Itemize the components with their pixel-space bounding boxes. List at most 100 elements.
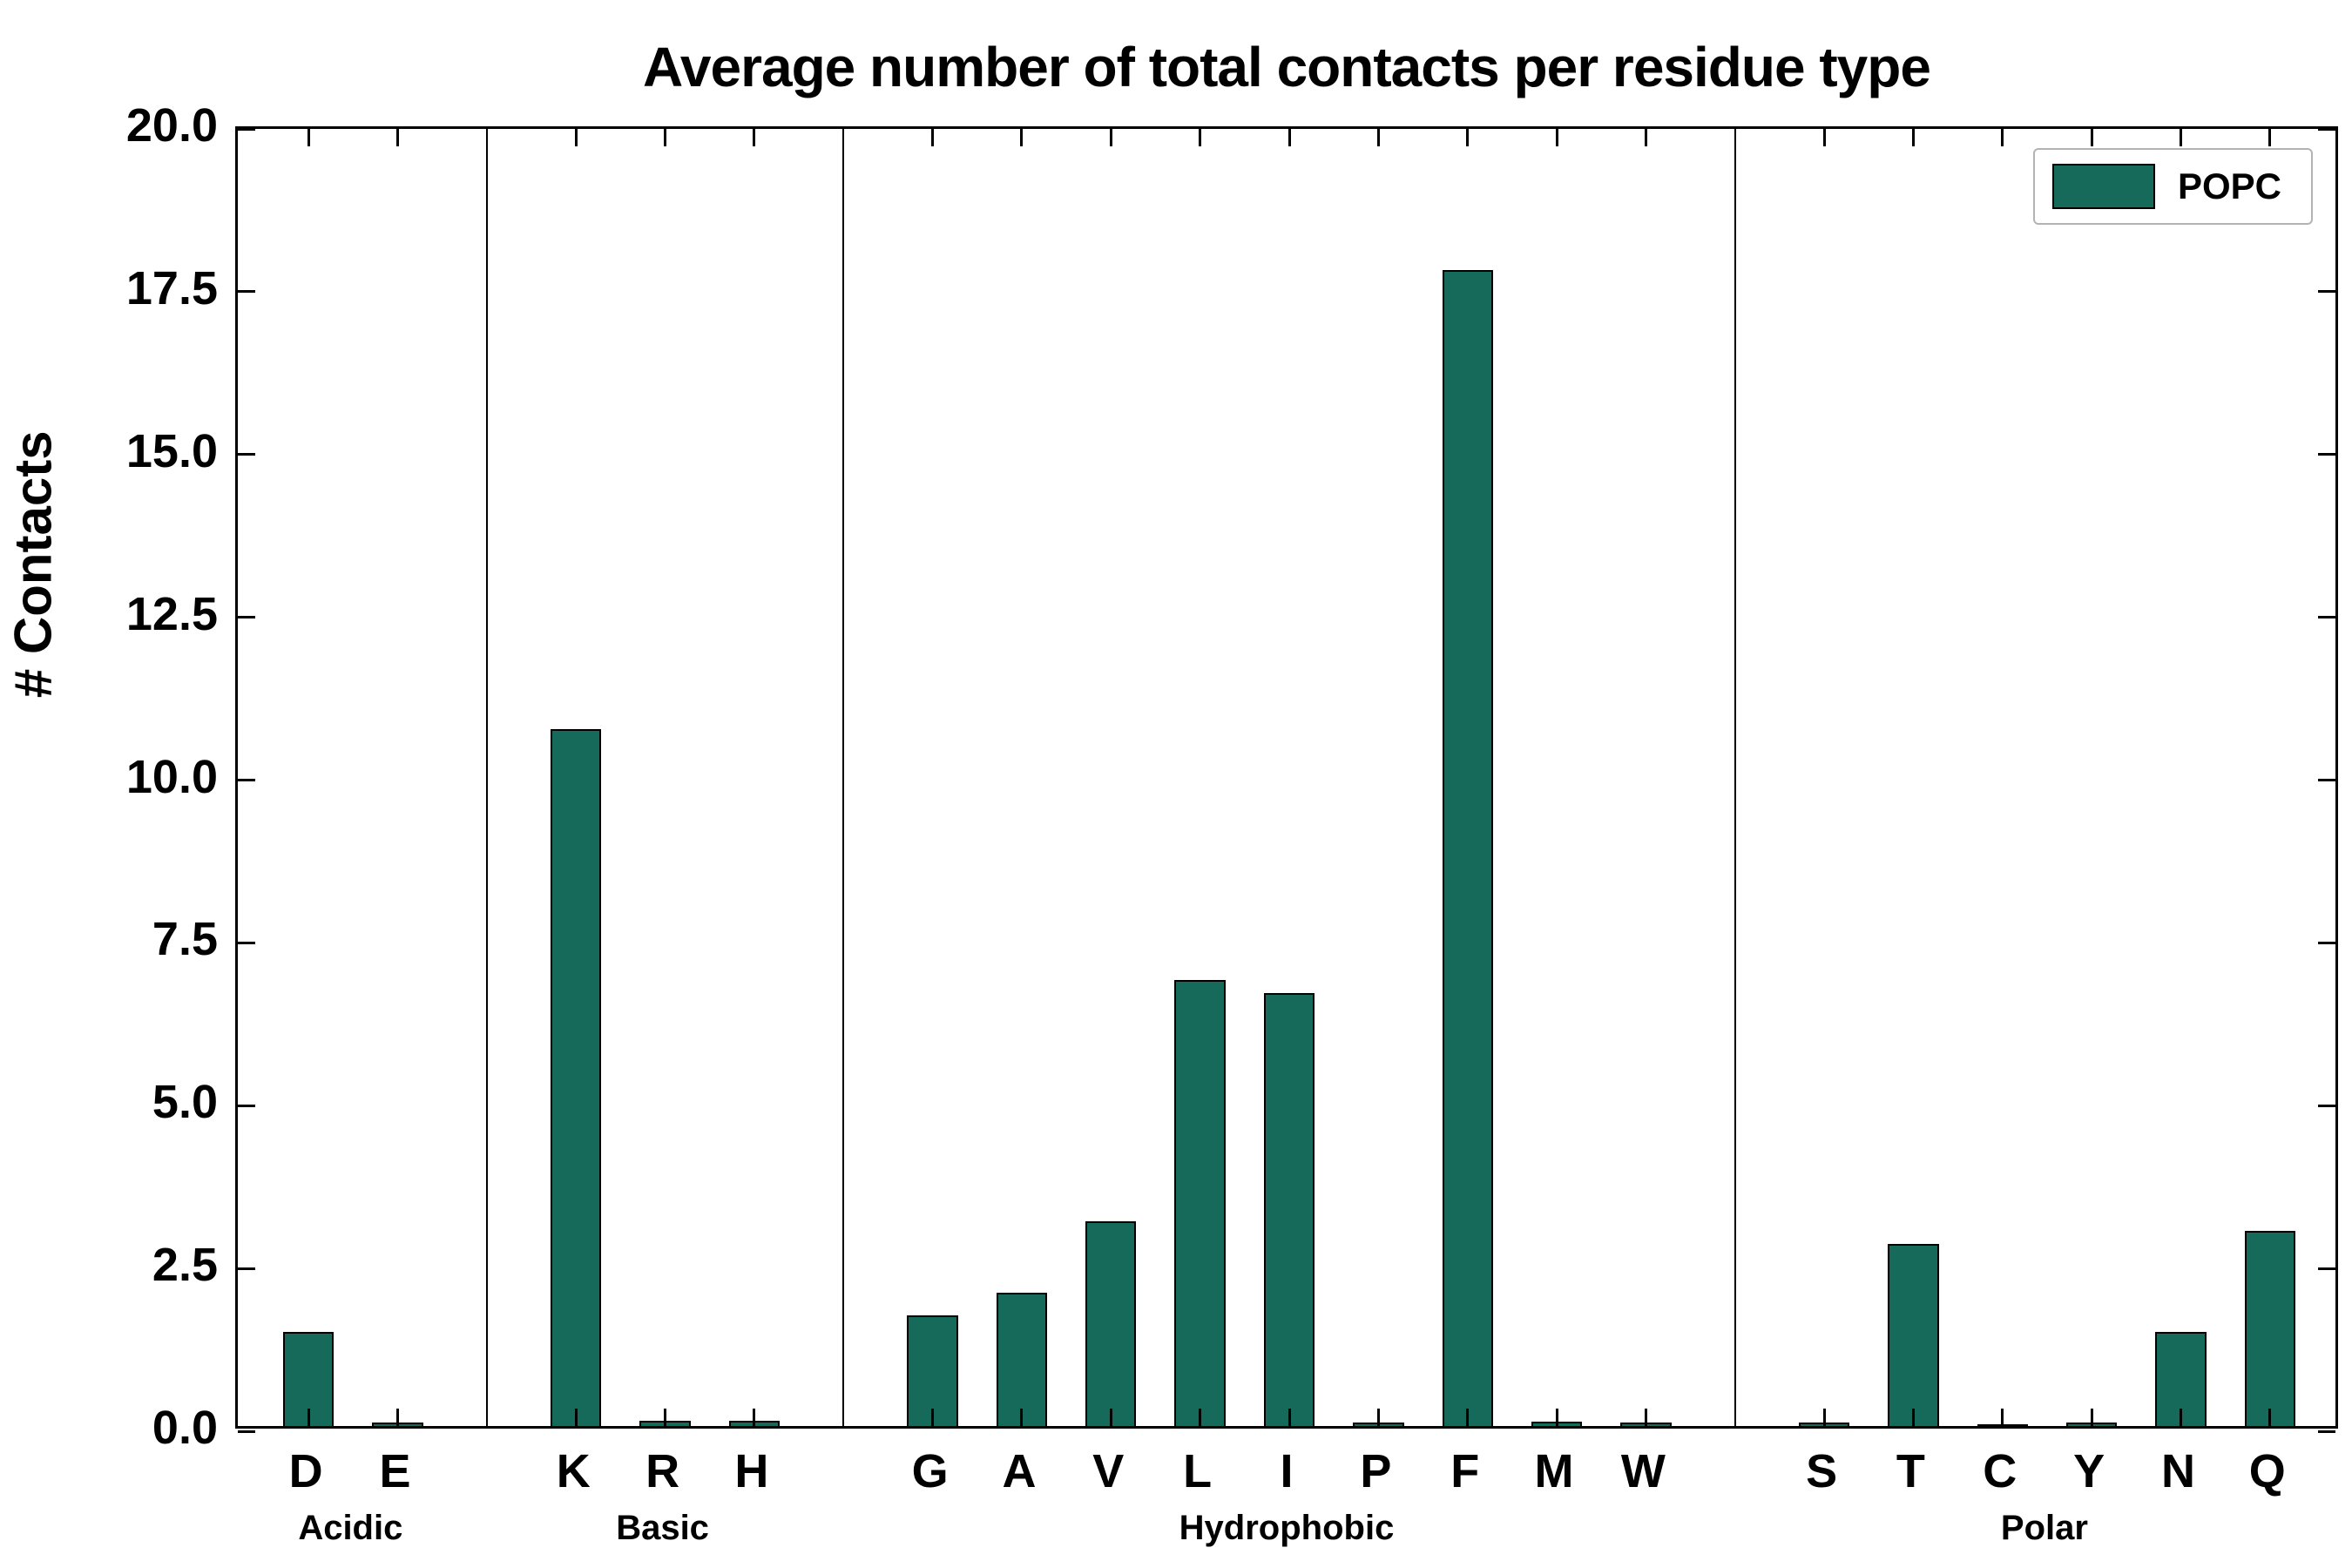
x-tick-mark: [1288, 129, 1291, 146]
group-label-basic: Basic: [616, 1509, 709, 1547]
x-tick-mark: [1376, 1409, 1380, 1426]
x-tick-mark: [753, 129, 756, 146]
y-tick-mark: [2318, 1429, 2335, 1433]
x-tick-mark: [1555, 129, 1558, 146]
y-tick-mark: [238, 616, 255, 619]
x-tick-mark: [1466, 1409, 1470, 1426]
x-tick-mark: [2090, 1409, 2093, 1426]
x-tick-mark: [396, 1409, 400, 1426]
bar-K: [551, 729, 602, 1426]
group-divider: [485, 129, 488, 1426]
x-tick-mark: [2001, 129, 2004, 146]
y-tick-label-5.0: 5.0: [152, 1076, 218, 1129]
bar-L: [1174, 979, 1226, 1426]
x-tick-label-S: S: [1806, 1445, 1838, 1497]
x-tick-mark: [2179, 1409, 2182, 1426]
legend-swatch-popc: [2051, 164, 2155, 209]
y-axis-label: # Contacts: [3, 430, 63, 699]
bar-T: [1888, 1243, 1939, 1426]
y-tick-mark: [2318, 453, 2335, 456]
y-tick-mark: [2318, 290, 2335, 294]
x-tick-mark: [1288, 1409, 1291, 1426]
y-tick-label-10.0: 10.0: [125, 750, 218, 803]
x-tick-label-I: I: [1280, 1445, 1294, 1497]
group-divider: [842, 129, 845, 1426]
y-tick-label-17.5: 17.5: [125, 261, 218, 314]
x-tick-label-P: P: [1360, 1445, 1392, 1497]
x-tick-label-K: K: [556, 1445, 591, 1497]
x-tick-label-E: E: [379, 1445, 411, 1497]
x-tick-mark: [664, 129, 667, 146]
y-tick-mark: [2318, 616, 2335, 619]
x-tick-mark: [1199, 1409, 1202, 1426]
x-tick-mark: [574, 129, 578, 146]
y-tick-mark: [2318, 1267, 2335, 1270]
y-tick-label-20.0: 20.0: [125, 99, 218, 152]
x-tick-mark: [1644, 129, 1647, 146]
group-label-acidic: Acidic: [298, 1509, 403, 1547]
y-tick-label-12.5: 12.5: [125, 587, 218, 640]
x-tick-mark: [931, 1409, 935, 1426]
x-tick-mark: [1376, 129, 1380, 146]
y-tick-mark: [2318, 779, 2335, 781]
bar-Q: [2244, 1230, 2295, 1426]
x-tick-mark: [1109, 1409, 1112, 1426]
x-tick-label-W: W: [1620, 1445, 1666, 1497]
legend-label: POPC: [2177, 166, 2281, 206]
x-tick-label-Y: Y: [2073, 1445, 2105, 1497]
y-tick-mark: [238, 453, 255, 456]
x-tick-mark: [2001, 1409, 2004, 1426]
y-tick-mark: [238, 1429, 255, 1433]
x-tick-label-A: A: [1002, 1445, 1037, 1497]
x-tick-mark: [931, 129, 935, 146]
x-tick-mark: [1644, 1409, 1647, 1426]
plot-area: POPC: [235, 126, 2338, 1433]
y-tick-mark: [238, 127, 255, 131]
x-tick-label-R: R: [645, 1445, 680, 1497]
chart-title: Average number of total contacts per res…: [643, 36, 1931, 98]
x-tick-label-M: M: [1534, 1445, 1574, 1497]
x-tick-mark: [1822, 1409, 1826, 1426]
x-tick-mark: [2268, 129, 2272, 146]
x-tick-label-C: C: [1983, 1445, 2017, 1497]
y-tick-mark: [238, 779, 255, 781]
y-tick-mark: [2318, 941, 2335, 944]
x-tick-mark: [753, 1409, 756, 1426]
bar-D: [283, 1331, 335, 1426]
y-tick-mark: [238, 1104, 255, 1107]
x-tick-mark: [1020, 129, 1024, 146]
x-tick-label-G: G: [911, 1445, 949, 1497]
x-tick-mark: [1109, 129, 1112, 146]
y-tick-mark: [238, 290, 255, 294]
x-tick-label-V: V: [1092, 1445, 1125, 1497]
x-tick-mark: [1199, 129, 1202, 146]
x-tick-mark: [2179, 129, 2182, 146]
bar-I: [1263, 992, 1315, 1426]
group-divider: [1734, 129, 1736, 1426]
bar-G: [907, 1315, 958, 1426]
x-tick-mark: [664, 1409, 667, 1426]
bar-V: [1085, 1220, 1137, 1426]
x-tick-label-N: N: [2160, 1445, 2195, 1497]
x-tick-mark: [1911, 129, 1915, 146]
y-tick-label-0.0: 0.0: [152, 1402, 218, 1454]
x-tick-mark: [307, 129, 310, 146]
bar-F: [1442, 270, 1493, 1426]
x-tick-mark: [1020, 1409, 1024, 1426]
y-tick-mark: [2318, 1104, 2335, 1107]
x-tick-label-D: D: [288, 1445, 323, 1497]
x-tick-mark: [574, 1409, 578, 1426]
x-tick-mark: [1911, 1409, 1915, 1426]
y-tick-label-7.5: 7.5: [152, 913, 218, 966]
x-tick-mark: [2268, 1409, 2272, 1426]
x-tick-mark: [1822, 129, 1826, 146]
y-tick-mark: [238, 1267, 255, 1270]
y-tick-label-2.5: 2.5: [152, 1239, 218, 1292]
x-tick-mark: [307, 1409, 310, 1426]
group-label-polar: Polar: [2000, 1509, 2088, 1547]
y-tick-label-15.0: 15.0: [125, 424, 218, 477]
x-tick-label-L: L: [1183, 1445, 1213, 1497]
x-tick-mark: [1466, 129, 1470, 146]
x-tick-mark: [396, 129, 400, 146]
